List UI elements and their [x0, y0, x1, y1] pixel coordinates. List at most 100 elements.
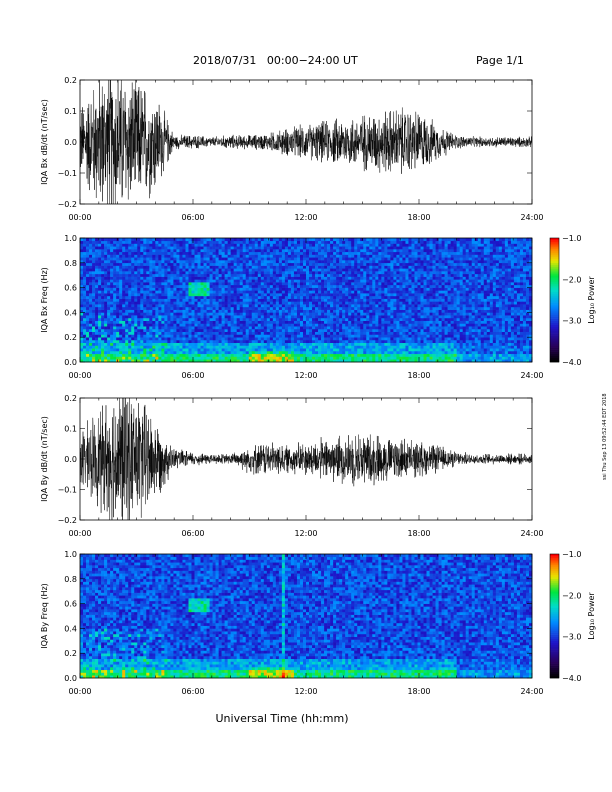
spectrogram-cell: [194, 268, 198, 272]
spectrogram-cell: [327, 356, 331, 360]
spectrogram-cell: [299, 284, 304, 288]
spectrogram-cell: [179, 243, 183, 247]
spectrogram-cell: [312, 356, 316, 360]
spectrogram-cell: [131, 359, 135, 363]
spectrogram-cell: [179, 328, 183, 332]
spectrogram-cell: [140, 271, 144, 275]
spectrogram-cell: [143, 331, 147, 335]
spectrogram-cell: [131, 284, 135, 288]
spectrogram-cell: [212, 243, 216, 247]
spectrogram-cell: [119, 287, 123, 291]
spectrogram-cell: [233, 317, 237, 321]
spectrogram-cell: [182, 279, 186, 283]
spectrogram-cell: [200, 243, 204, 247]
spectrogram-cell: [239, 356, 244, 360]
spectrogram-cell: [348, 315, 352, 319]
spectrogram-cell: [218, 262, 222, 266]
spectrogram-cell: [393, 328, 397, 332]
spectrogram-cell: [405, 334, 409, 338]
spectrogram-cell: [260, 337, 265, 341]
spectrogram-cell: [293, 273, 298, 277]
spectrogram-cell: [354, 345, 358, 349]
spectrogram-cell: [360, 260, 364, 264]
spectrogram-cell: [224, 238, 228, 242]
spectrogram-cell: [170, 287, 174, 291]
spectrogram-cell: [287, 309, 292, 313]
spectrogram-cell: [215, 257, 219, 261]
spectrogram-cell: [321, 260, 325, 264]
spectrogram-cell: [152, 287, 156, 291]
spectrogram-cell: [227, 271, 231, 275]
spectrogram-cell: [224, 254, 228, 258]
spectrogram-cell: [188, 279, 192, 283]
spectrogram-cell: [312, 249, 316, 253]
spectrogram-cell: [203, 279, 207, 283]
spectrogram-cell: [342, 298, 346, 302]
spectrogram-cell: [257, 353, 262, 357]
spectrogram-cell: [284, 350, 289, 355]
spectrogram-cell: [381, 350, 385, 355]
spectrogram-cell: [381, 260, 385, 264]
spectrogram-cell: [399, 240, 403, 244]
spectrogram-cell: [245, 328, 250, 332]
spectrogram-cell: [212, 326, 216, 330]
spectrogram-cell: [342, 260, 346, 264]
spectrogram-cell: [318, 251, 322, 255]
spectrogram-cell: [345, 359, 349, 363]
spectrogram-cell: [348, 262, 352, 266]
spectrogram-cell: [116, 282, 120, 286]
spectrogram-cell: [122, 262, 126, 266]
spectrogram-cell: [188, 339, 192, 344]
spectrogram-cell: [152, 345, 156, 349]
spectrogram-cell: [200, 359, 204, 363]
spectrogram-cell: [89, 304, 93, 308]
spectrogram-cell: [360, 306, 364, 310]
spectrogram-cell: [179, 306, 183, 310]
spectrogram-cell: [197, 337, 201, 341]
spectrogram-cell: [251, 320, 256, 324]
spectrogram-cell: [143, 238, 147, 242]
spectrogram-cell: [98, 320, 102, 324]
spectrogram-cell: [348, 257, 352, 261]
spectrogram-cell: [254, 273, 259, 277]
spectrogram-cell: [245, 350, 250, 355]
spectrogram-cell: [113, 331, 117, 335]
spectrogram-cell: [363, 342, 367, 346]
spectrogram-cell: [122, 356, 126, 360]
spectrogram-cell: [327, 339, 331, 344]
spectrogram-cell: [345, 350, 349, 355]
spectrogram-cell: [104, 243, 108, 247]
spectrogram-cell: [95, 268, 99, 272]
spectrogram-cell: [149, 348, 153, 352]
spectrogram-cell: [212, 359, 216, 363]
spectrogram-cell: [191, 342, 195, 346]
spectrogram-cell: [318, 265, 322, 269]
spectrogram-cell: [302, 243, 307, 247]
spectrogram-cell: [215, 254, 219, 258]
spectrogram-cell: [381, 301, 385, 305]
spectrogram-cell: [384, 284, 388, 288]
spectrogram-cell: [86, 295, 90, 299]
spectrogram-cell: [278, 353, 283, 357]
spectrogram-cell: [233, 257, 237, 261]
spectrogram-cell: [107, 306, 111, 310]
spectrogram-cell: [155, 251, 159, 255]
spectrogram-cell: [408, 348, 412, 352]
spectrogram-cell: [296, 249, 301, 253]
spectrogram-cell: [143, 317, 147, 321]
spectrogram-cell: [131, 356, 135, 360]
spectrogram-cell: [185, 268, 189, 272]
spectrogram-cell: [167, 262, 171, 266]
spectrogram-cell: [363, 353, 367, 357]
spectrogram-cell: [275, 243, 280, 247]
spectrogram-cell: [330, 268, 334, 272]
spectrogram-cell: [363, 339, 367, 344]
spectrogram-cell: [321, 320, 325, 324]
page-title: 2018/07/31 00:00−24:00 UT: [193, 54, 358, 67]
spectrogram-cell: [251, 312, 256, 316]
spectrogram-cell: [230, 323, 234, 327]
spectrogram-cell: [128, 287, 132, 291]
spectrogram-cell: [101, 339, 105, 344]
spectrogram-cell: [83, 282, 87, 286]
spectrogram-cell: [242, 276, 247, 280]
